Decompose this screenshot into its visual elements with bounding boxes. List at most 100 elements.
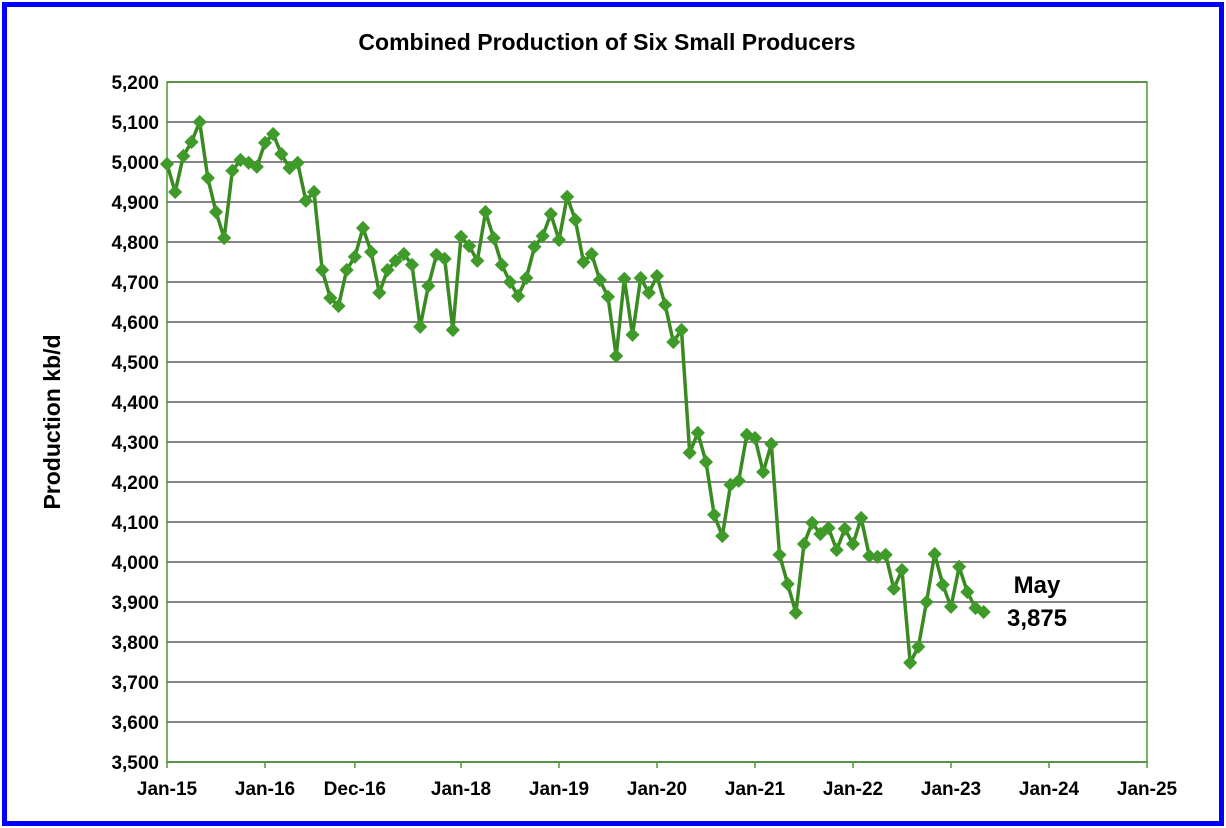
data-point bbox=[821, 520, 836, 536]
data-point bbox=[829, 542, 844, 558]
data-point bbox=[707, 507, 722, 522]
data-point bbox=[388, 253, 403, 268]
data-point bbox=[404, 257, 420, 272]
data-point bbox=[274, 146, 289, 162]
x-tick-label: Jan-23 bbox=[921, 779, 981, 800]
data-point bbox=[535, 228, 550, 244]
y-tick-label: 3,500 bbox=[111, 753, 159, 774]
data-point bbox=[845, 536, 861, 552]
data-point bbox=[331, 298, 346, 314]
data-point bbox=[364, 244, 379, 260]
data-point bbox=[690, 425, 705, 440]
y-tick-label: 4,700 bbox=[111, 273, 159, 294]
data-point bbox=[453, 229, 469, 244]
data-point bbox=[339, 262, 354, 278]
data-point bbox=[200, 170, 215, 186]
y-tick-label: 4,900 bbox=[111, 193, 159, 214]
data-point bbox=[805, 515, 820, 530]
data-point bbox=[315, 262, 330, 278]
data-point bbox=[519, 270, 534, 286]
data-point bbox=[421, 278, 436, 294]
data-point bbox=[747, 430, 763, 446]
data-point bbox=[617, 271, 632, 286]
data-point bbox=[584, 246, 599, 262]
x-tick-label: Jan-19 bbox=[529, 779, 589, 800]
data-point bbox=[576, 254, 591, 270]
data-point bbox=[772, 547, 787, 562]
y-tick-label: 4,000 bbox=[111, 553, 159, 574]
annotation-month: May bbox=[1014, 572, 1061, 599]
data-point bbox=[625, 327, 640, 342]
chart-title: Combined Production of Six Small Produce… bbox=[358, 29, 855, 55]
x-tick-label: Jan-21 bbox=[725, 779, 786, 800]
series-line bbox=[165, 120, 985, 665]
data-point bbox=[372, 285, 387, 300]
data-point bbox=[837, 521, 852, 536]
data-point bbox=[176, 148, 191, 164]
data-point bbox=[756, 464, 771, 480]
data-point bbox=[854, 510, 869, 526]
data-point bbox=[764, 436, 779, 452]
data-point bbox=[862, 548, 877, 564]
y-tick-label: 4,200 bbox=[111, 473, 159, 494]
data-point bbox=[927, 546, 942, 562]
data-point bbox=[715, 528, 730, 544]
data-point bbox=[494, 257, 509, 272]
data-point bbox=[796, 536, 812, 552]
data-point bbox=[396, 246, 411, 262]
data-point bbox=[445, 322, 460, 338]
data-point bbox=[290, 155, 305, 170]
data-point bbox=[960, 584, 975, 600]
data-point bbox=[511, 288, 526, 304]
annotation-value: 3,875 bbox=[1007, 605, 1067, 632]
data-point bbox=[208, 204, 224, 220]
data-point bbox=[609, 348, 624, 364]
y-tick-label: 3,900 bbox=[111, 593, 159, 614]
data-point bbox=[355, 220, 371, 236]
data-point bbox=[894, 562, 910, 578]
y-axis-label: Production kb/d bbox=[39, 334, 65, 509]
data-point bbox=[502, 274, 518, 290]
data-point bbox=[935, 577, 950, 592]
x-tick-label: Jan-20 bbox=[627, 779, 687, 800]
data-point bbox=[886, 581, 901, 596]
data-point bbox=[568, 212, 583, 228]
data-point bbox=[600, 289, 616, 304]
data-point bbox=[911, 639, 926, 654]
data-point bbox=[380, 262, 395, 278]
data-point bbox=[551, 232, 567, 248]
data-point bbox=[878, 547, 893, 562]
data-point bbox=[919, 594, 934, 610]
data-point bbox=[217, 230, 232, 246]
x-tick-label: Dec-16 bbox=[324, 779, 386, 800]
data-point bbox=[543, 206, 558, 222]
data-point bbox=[225, 163, 240, 178]
data-point bbox=[192, 114, 207, 130]
y-tick-label: 4,400 bbox=[111, 393, 159, 414]
data-point bbox=[674, 322, 689, 338]
data-point bbox=[903, 655, 918, 670]
y-tick-label: 3,700 bbox=[111, 673, 159, 694]
data-point bbox=[168, 184, 183, 200]
x-tick-label: Jan-25 bbox=[1117, 779, 1178, 800]
x-tick-label: Jan-18 bbox=[431, 779, 491, 800]
data-point bbox=[633, 270, 648, 286]
data-point bbox=[159, 156, 175, 172]
data-point bbox=[666, 334, 681, 350]
data-point bbox=[698, 454, 714, 470]
data-point bbox=[298, 193, 313, 208]
y-tick-label: 5,000 bbox=[111, 153, 159, 174]
data-point bbox=[943, 599, 959, 614]
data-point bbox=[788, 605, 803, 620]
plot-area bbox=[166, 81, 1148, 763]
data-point bbox=[731, 473, 746, 488]
x-tick-label: Jan-15 bbox=[137, 779, 198, 800]
data-point bbox=[413, 319, 428, 334]
y-tick-label: 5,100 bbox=[111, 113, 159, 134]
data-point bbox=[470, 253, 485, 268]
y-tick-label: 4,100 bbox=[111, 513, 159, 534]
y-tick-label: 4,300 bbox=[111, 433, 159, 454]
data-point bbox=[249, 159, 264, 174]
